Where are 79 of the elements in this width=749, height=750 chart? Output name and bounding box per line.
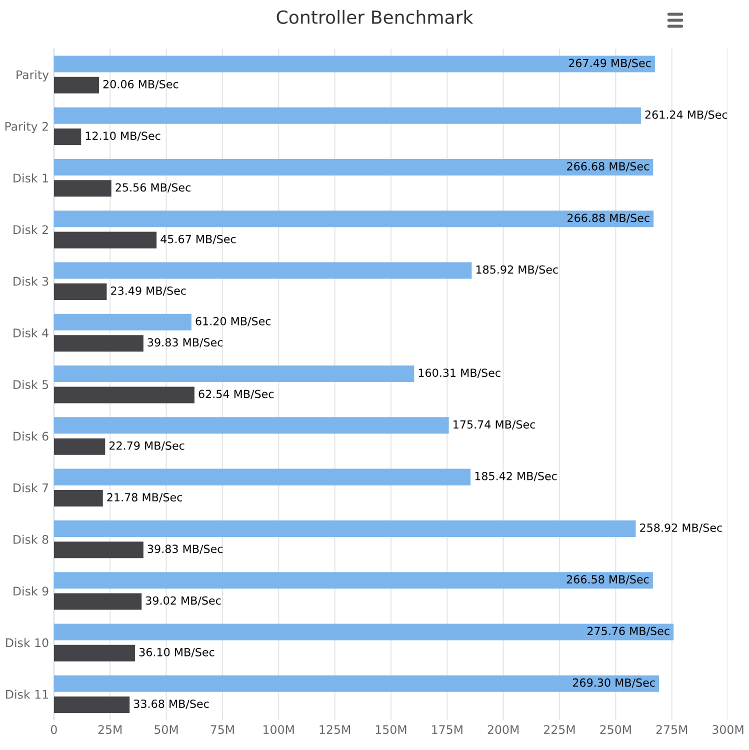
bar — [54, 542, 144, 558]
bar — [54, 158, 654, 176]
bar — [54, 128, 82, 146]
bar — [54, 180, 112, 197]
y-tick-label: Disk 4 — [14, 328, 48, 338]
y-tick-label: Disk 7 — [14, 483, 48, 492]
bar — [54, 107, 641, 124]
x-tick-label: 0 — [50, 725, 57, 734]
data-label: 261.24 MB/Sec — [645, 110, 728, 120]
x-tick-label: 300M — [712, 725, 744, 734]
bar — [54, 386, 194, 404]
bar — [54, 438, 106, 455]
bar — [54, 56, 655, 72]
data-label: 22.79 MB/Sec — [109, 441, 184, 451]
x-tick-label: 275M — [656, 725, 688, 734]
data-label: 175.74 MB/Sec — [454, 420, 536, 430]
data-label: 185.92 MB/Sec — [476, 265, 558, 275]
y-tick-label: Parity — [16, 70, 49, 82]
x-tick-label: 50M — [154, 725, 178, 734]
data-label: 275.76 MB/Sec — [587, 626, 670, 636]
y-tick-label: Disk 2 — [14, 224, 48, 234]
data-label: 25.56 MB/Sec — [116, 183, 190, 193]
x-tick-label: 200M — [488, 725, 519, 734]
bar — [54, 696, 130, 714]
data-label: 36.10 MB/Sec — [139, 648, 214, 658]
y-tick-label: Disk 10 — [6, 638, 48, 648]
bar — [54, 468, 471, 486]
x-tick-label: 25M — [98, 725, 122, 734]
y-tick-label: Parity 2 — [5, 122, 48, 134]
y-tick-label: Disk 3 — [14, 276, 48, 286]
data-label: 21.78 MB/Sec — [107, 493, 182, 502]
bar — [54, 335, 144, 352]
data-label: 160.31 MB/Sec — [418, 368, 500, 378]
data-label: 12.10 MB/Sec — [86, 132, 160, 141]
data-label: 39.83 MB/Sec — [148, 338, 223, 348]
y-tick-label: Disk 1 — [14, 173, 48, 182]
bar — [54, 417, 449, 434]
data-label: 33.68 MB/Sec — [134, 700, 209, 709]
data-label: 267.49 MB/Sec — [568, 58, 651, 68]
data-label: 20.06 MB/Sec — [103, 80, 178, 90]
x-tick-label: 150M — [376, 725, 406, 734]
data-label: 23.49 MB/Sec — [111, 286, 186, 296]
x-tick-label: 125M — [320, 725, 350, 734]
bar — [54, 572, 653, 589]
bar — [54, 520, 636, 537]
x-tick-label: 75M — [210, 725, 234, 734]
data-label: 62.54 MB/Sec — [198, 390, 274, 400]
x-tick-label: 225M — [544, 725, 575, 734]
bar — [54, 314, 192, 330]
bar — [54, 675, 660, 692]
bar — [54, 210, 654, 228]
data-label: 45.67 MB/Sec — [160, 234, 236, 244]
bar — [54, 262, 472, 279]
data-label: 185.42 MB/Sec — [475, 472, 557, 482]
y-tick-label: Disk 5 — [14, 380, 48, 390]
y-tick-label: Disk 6 — [14, 432, 48, 441]
data-label: 39.02 MB/Sec — [146, 596, 221, 606]
bar — [54, 76, 100, 94]
data-label: 39.83 MB/Sec — [148, 544, 223, 554]
data-label: 258.92 MB/Sec — [640, 524, 722, 533]
chart-title: Controller Benchmark — [276, 10, 474, 24]
bar — [54, 644, 136, 662]
bar — [54, 283, 107, 300]
data-label: 61.20 MB/Sec — [196, 316, 271, 326]
y-tick-label: Disk 9 — [14, 586, 48, 596]
y-tick-label: Disk 8 — [14, 534, 48, 544]
bar — [54, 490, 103, 506]
data-label: 266.68 MB/Sec — [567, 162, 649, 172]
data-label: 266.58 MB/Sec — [566, 575, 649, 584]
data-label: 266.88 MB/Sec — [568, 214, 650, 223]
x-tick-label: 100M — [264, 725, 294, 734]
x-tick-label: 250M — [600, 725, 631, 734]
bar — [54, 624, 674, 640]
bar — [54, 232, 157, 248]
x-tick-label: 175M — [432, 725, 462, 734]
data-label: 269.30 MB/Sec — [572, 678, 655, 688]
bar — [54, 366, 414, 382]
y-tick-label: Disk 11 — [6, 690, 48, 699]
bar — [54, 593, 142, 610]
